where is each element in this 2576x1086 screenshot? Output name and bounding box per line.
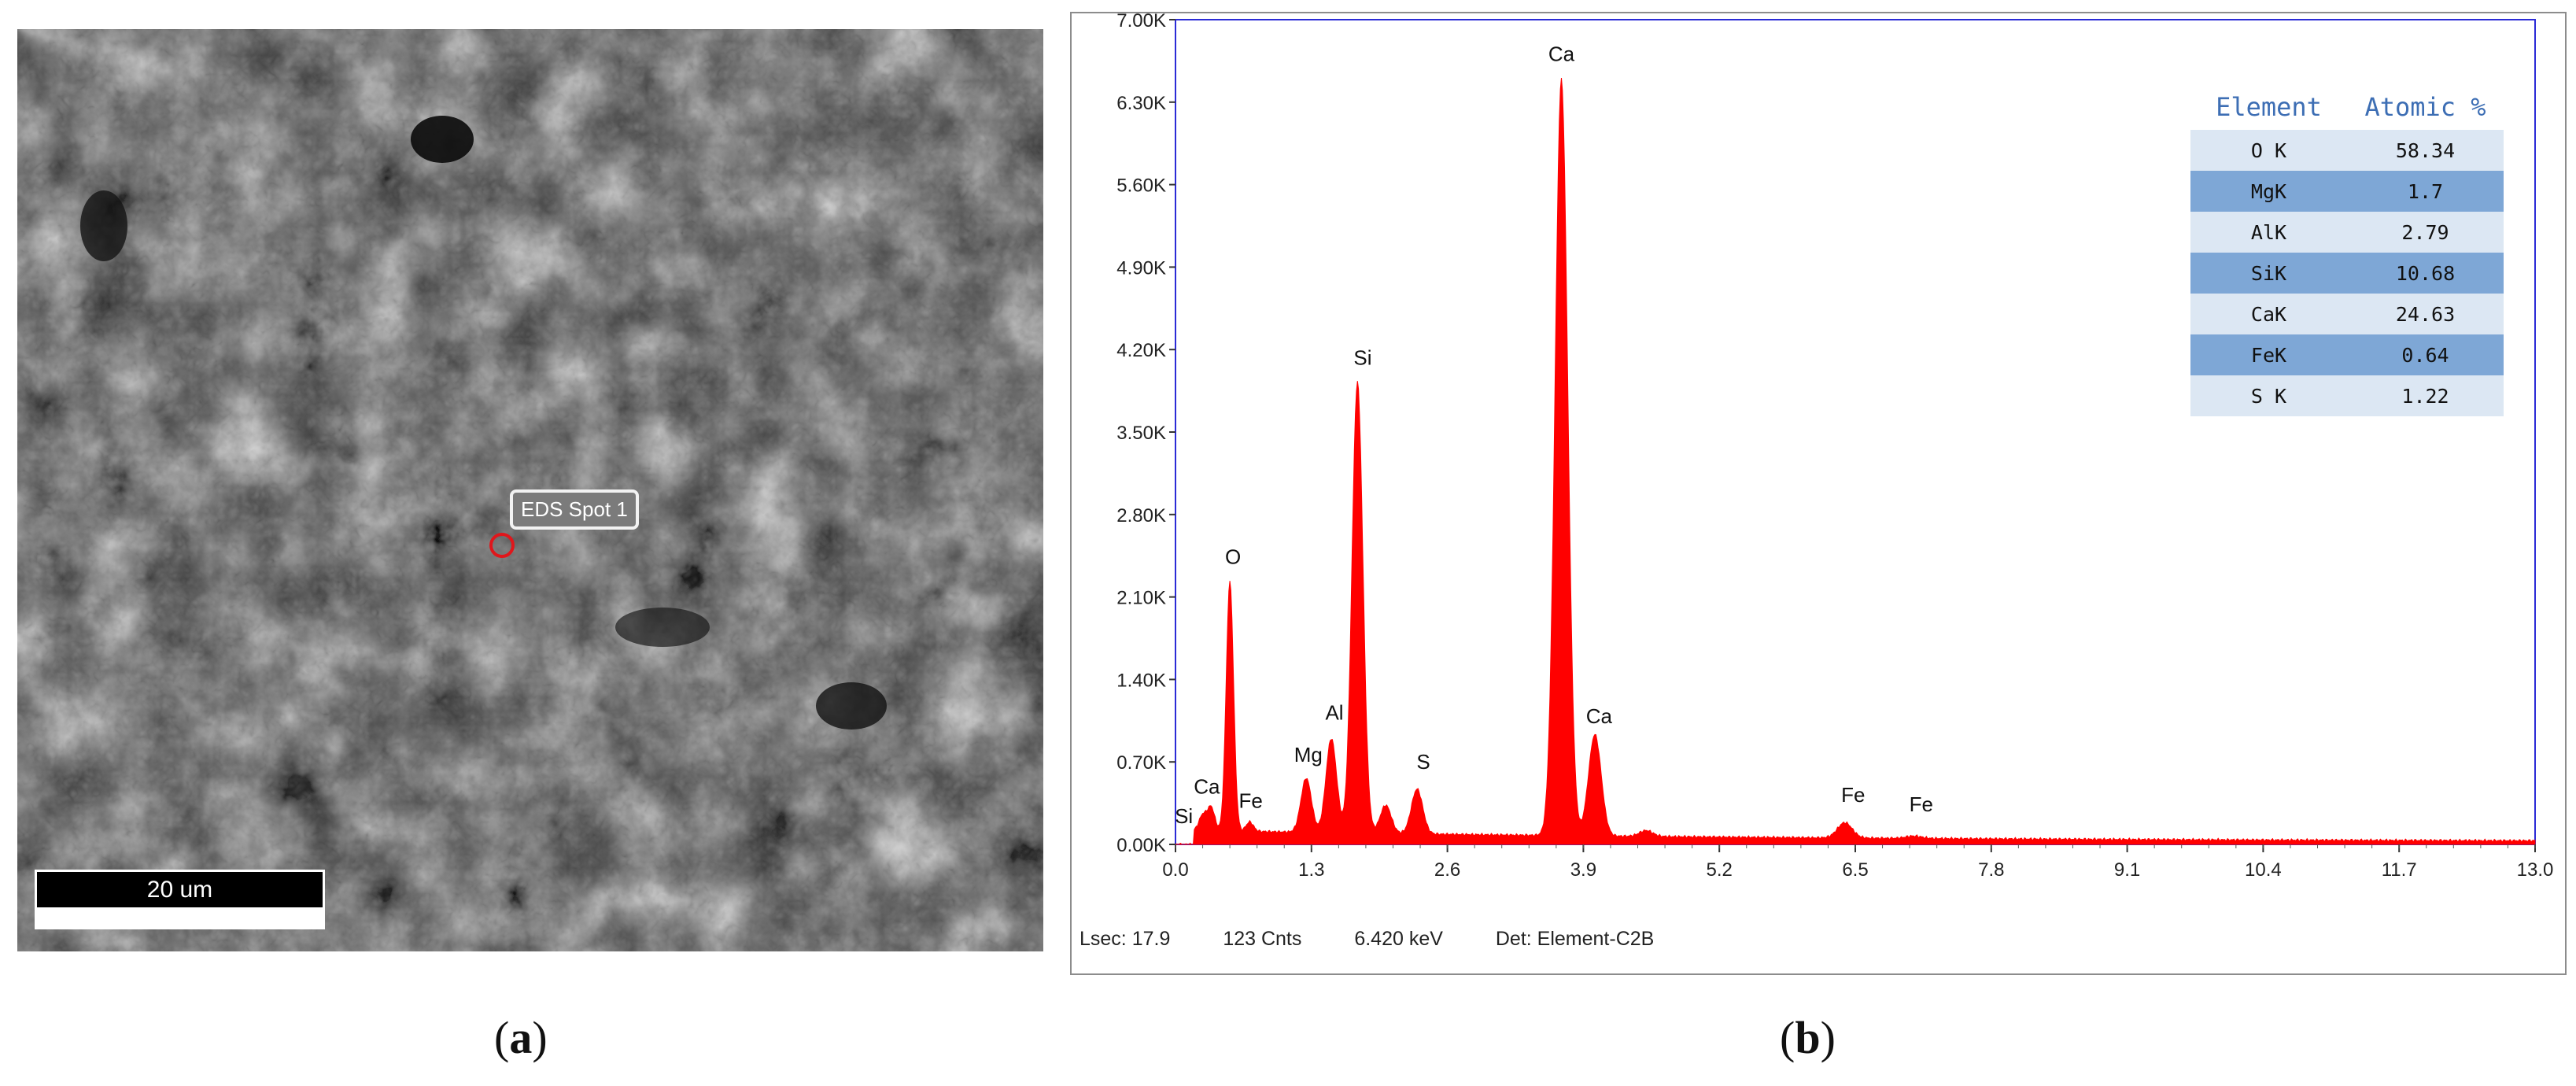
status-bar: Lsec: 17.9 123 Cnts 6.420 keV Det: Eleme… (1079, 928, 1701, 951)
table-row: O K 58.34 (2190, 130, 2504, 171)
peak-label: Fe (1239, 789, 1263, 813)
table-row: MgK 1.7 (2190, 171, 2504, 212)
y-tick-label: 2.10K (1116, 588, 1166, 609)
cell-atomic: 10.68 (2395, 261, 2456, 285)
caption-b-letter: b (1795, 1012, 1821, 1063)
peak-label: Si (1353, 346, 1371, 370)
peak-label: O (1225, 545, 1241, 569)
x-tick-label: 9.1 (2114, 859, 2140, 881)
y-tick-label: 2.80K (1116, 505, 1166, 526)
cell-atomic: 1.22 (2401, 384, 2449, 408)
peak-label: Fe (1841, 783, 1865, 807)
cell-element: O K (2250, 139, 2287, 162)
table-row: S K 1.22 (2190, 375, 2504, 416)
cell-atomic: 24.63 (2395, 302, 2456, 326)
peak-label: Fe (1910, 792, 1933, 816)
element-table: Element Atomic % O K 58.34 MgK 1.7 AlK 2… (2190, 84, 2504, 416)
table-row: AlK 2.79 (2190, 212, 2504, 253)
x-tick-label: 6.5 (1842, 859, 1868, 881)
table-row: CaK 24.63 (2190, 294, 2504, 334)
y-tick-label: 3.50K (1116, 423, 1166, 444)
y-tick-label: 5.60K (1116, 175, 1166, 197)
x-tick-label: 0.0 (1162, 859, 1188, 881)
x-tick-label: 13.0 (2517, 859, 2554, 881)
y-tick-label: 0.00K (1116, 835, 1166, 856)
peak-label: Al (1325, 700, 1343, 724)
x-tick-label: 3.9 (1570, 859, 1596, 881)
status-lsec: Lsec: 17.9 (1079, 928, 1171, 950)
x-tick-label: 1.3 (1298, 859, 1324, 881)
peak-label: Mg (1294, 743, 1323, 766)
cell-element: S K (2250, 384, 2287, 408)
table-row: SiK 10.68 (2190, 253, 2504, 294)
peak-label: S (1416, 750, 1430, 774)
x-tick-label: 11.7 (2382, 859, 2417, 881)
y-tick-label: 1.40K (1116, 670, 1166, 691)
header-atomic: Atomic % (2364, 92, 2486, 122)
cell-atomic: 1.7 (2407, 179, 2444, 203)
y-tick-label: 7.00K (1116, 13, 1166, 31)
cell-element: SiK (2250, 261, 2287, 285)
scale-bar-label: 20 um (146, 877, 213, 903)
y-tick-label: 4.20K (1116, 340, 1166, 361)
scale-bar-fill (37, 907, 323, 927)
header-element: Element (2216, 92, 2322, 122)
cell-atomic: 0.64 (2401, 343, 2449, 367)
sem-micrograph: EDS Spot 1 20 um (17, 29, 1043, 951)
x-tick-label: 2.6 (1434, 859, 1460, 881)
cell-element: CaK (2250, 302, 2287, 326)
eds-spot-marker (489, 533, 515, 558)
peak-label: Si (1175, 804, 1193, 828)
peak-label: Ca (1194, 775, 1220, 799)
cell-atomic: 2.79 (2401, 220, 2449, 244)
cell-element: FeK (2250, 343, 2287, 367)
spectrum-area (1175, 77, 2536, 845)
x-tick-label: 5.2 (1707, 859, 1733, 881)
status-kev: 6.420 keV (1354, 928, 1443, 950)
status-cnts: 123 Cnts (1223, 928, 1302, 950)
cell-atomic: 58.34 (2395, 139, 2456, 162)
caption-b: (b) (1780, 1012, 1836, 1063)
caption-a-letter: a (509, 1012, 533, 1063)
scale-bar: 20 um (35, 870, 325, 929)
table-row: FeK 0.64 (2190, 334, 2504, 375)
cell-element: AlK (2250, 220, 2287, 244)
x-tick-label: 7.8 (1978, 859, 2004, 881)
y-tick-label: 0.70K (1116, 752, 1166, 774)
table-header: Element Atomic % (2190, 84, 2504, 130)
status-detector: Det: Element-C2B (1495, 928, 1655, 950)
x-tick-label: 10.4 (2245, 859, 2282, 881)
cell-element: MgK (2250, 179, 2287, 203)
y-tick-label: 6.30K (1116, 93, 1166, 114)
eds-spot-label: EDS Spot 1 (510, 489, 639, 530)
peak-label: Ca (1548, 42, 1575, 65)
eds-spectrum-panel: 0.00K 0.70K 1.40K 2.10K 2.80K 3.50K 4.20K 4.90K… (1070, 12, 2567, 975)
peak-label: Ca (1586, 704, 1613, 728)
caption-a: (a) (494, 1012, 548, 1063)
y-tick-label: 4.90K (1116, 257, 1166, 279)
